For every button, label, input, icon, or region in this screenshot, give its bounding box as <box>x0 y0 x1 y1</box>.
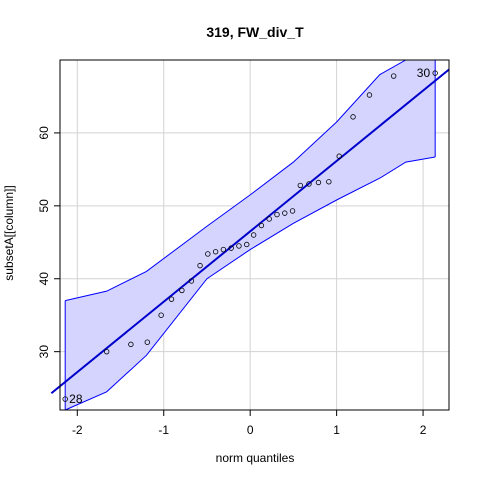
data-point <box>266 216 272 222</box>
data-point <box>205 251 211 257</box>
data-point <box>228 245 234 251</box>
data-point <box>306 181 312 187</box>
data-point <box>197 262 203 269</box>
y-tick-label: 50 <box>37 199 51 213</box>
band-fill <box>65 60 436 410</box>
data-points <box>62 70 438 402</box>
y-tick-label: 40 <box>37 272 51 286</box>
plot-frame <box>59 59 450 411</box>
data-point <box>390 73 397 79</box>
data-point <box>297 182 304 189</box>
x-tick-label: -2 <box>72 423 83 437</box>
data-point <box>315 179 322 186</box>
confidence-band <box>64 59 436 411</box>
data-point <box>244 241 250 248</box>
data-point <box>168 296 175 302</box>
data-point <box>432 70 438 76</box>
data-point <box>212 249 219 255</box>
data-point <box>366 92 373 98</box>
x-axis-label: norm quantiles <box>216 451 295 465</box>
data-point <box>188 278 195 284</box>
x-tick-label: 0 <box>247 423 254 437</box>
data-point <box>144 339 151 345</box>
data-point <box>62 396 68 402</box>
chart-title: 319, FW_div_T <box>206 24 304 40</box>
data-point <box>220 246 227 253</box>
data-point <box>350 114 356 120</box>
point-labels: 28 30 <box>69 66 430 406</box>
data-point <box>289 208 296 214</box>
data-point <box>103 348 110 355</box>
data-point <box>282 210 288 216</box>
band-lower <box>64 156 436 411</box>
point-label: 30 <box>417 66 431 80</box>
x-tick-label: 2 <box>420 423 427 437</box>
data-point <box>336 153 342 159</box>
x-tick-label: 1 <box>333 423 340 437</box>
band-upper <box>65 59 436 302</box>
data-point <box>236 243 242 249</box>
reference-line <box>50 68 450 395</box>
x-tick-label: -1 <box>158 423 169 437</box>
y-tick-label: 60 <box>37 126 51 140</box>
data-point <box>274 211 280 218</box>
data-point <box>128 341 134 348</box>
data-point <box>258 222 265 229</box>
data-point <box>158 312 164 318</box>
qq-reference-line <box>50 68 450 395</box>
axes: -2 -1 0 1 2 30 40 50 60 <box>37 126 427 437</box>
data-point <box>326 179 332 185</box>
data-point <box>250 232 257 238</box>
y-axis-label: subsetA[[column]] <box>2 185 16 280</box>
y-tick-label: 30 <box>37 345 51 359</box>
point-label: 28 <box>69 392 83 406</box>
data-point <box>179 287 185 294</box>
